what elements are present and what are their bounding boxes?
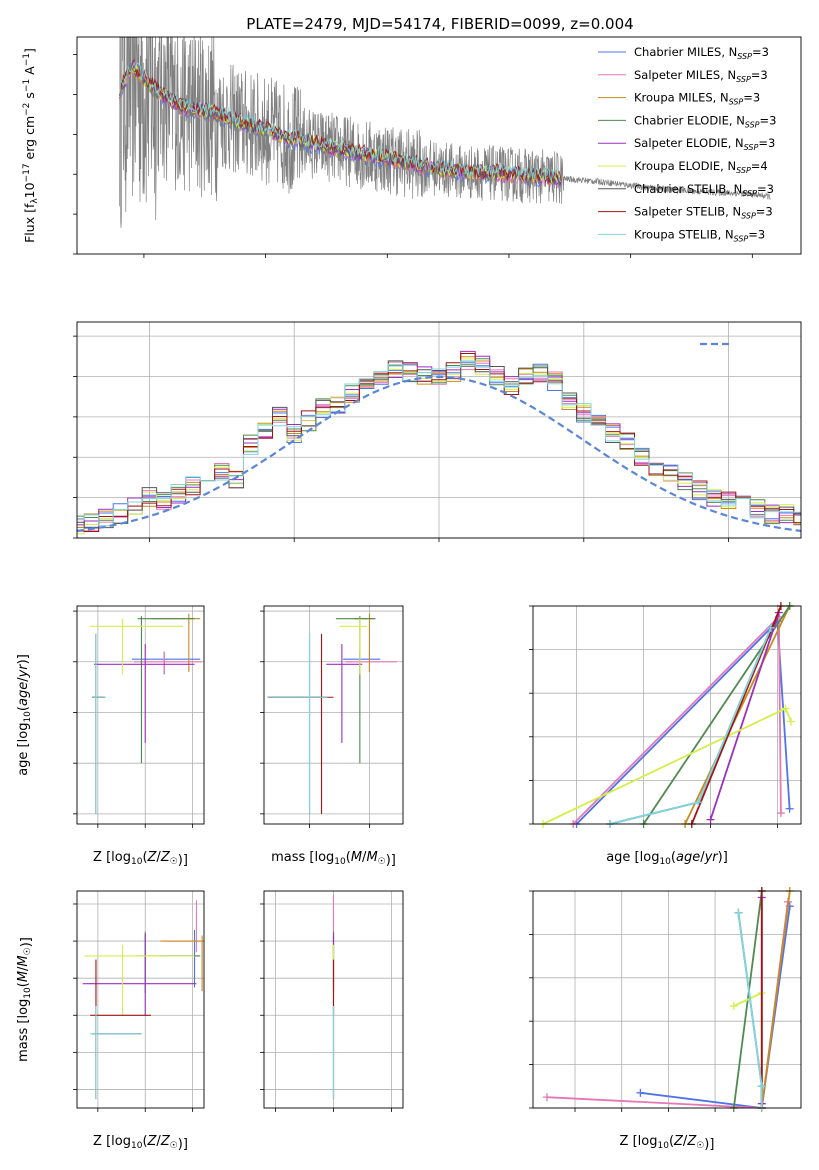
axes-frame	[532, 890, 802, 1109]
mass-weight-vs-metallicity-panel: Z [log10(Z/Z☉)]	[529, 887, 802, 1152]
errorbar-plot-area	[267, 613, 398, 814]
legend-entry: Chabrier MILES, NSSP=3	[634, 45, 769, 61]
age-vs-metallicity-panel: Z [log10(Z/Z☉)] age [log10(age/yr)]	[16, 605, 205, 868]
mass-weight-line	[609, 627, 772, 825]
errorbar-plot-area	[82, 900, 204, 1099]
normal-distribution-curve	[77, 375, 801, 532]
residual-histogram	[77, 360, 801, 529]
residual-histogram	[77, 360, 801, 527]
legend-entry: Salpeter ELODIE, NSSP=3	[634, 136, 775, 152]
residual-histogram	[77, 350, 801, 526]
residual-histogram	[77, 361, 801, 531]
figure-title: PLATE=2479, MJD=54174, FIBERID=0099, z=0…	[246, 15, 633, 33]
axes-frame	[532, 605, 802, 825]
legend-entry: Kroupa ELODIE, NSSP=4	[634, 159, 768, 175]
residual-histogram-panel	[73, 321, 802, 542]
y-axis-label: mass [log10(M/M☉)]	[16, 937, 34, 1062]
residual-histogram	[77, 361, 801, 532]
axes-frame	[76, 321, 802, 539]
residual-histogram	[77, 358, 801, 525]
histogram-plot-area	[77, 350, 801, 535]
mass-weight-line	[684, 605, 791, 825]
legend-entry: Kroupa STELIB, NSSP=3	[634, 227, 765, 243]
residual-histogram	[77, 356, 801, 528]
y-axis-label: Flux [fλ10−17 erg cm−2 s−1 A−1]	[22, 48, 40, 243]
x-axis-label: age [log10(age/yr)]	[606, 850, 728, 867]
mass-weight-line	[690, 605, 782, 825]
x-axis-label: Z [log10(Z/Z☉)]	[620, 1134, 715, 1152]
y-axis-label: age [log10(age/yr)]	[16, 654, 33, 776]
axes-frame	[263, 890, 404, 1109]
mass-weight-line	[737, 912, 763, 1108]
axes-frame	[76, 605, 205, 825]
age-vs-mass-panel: mass [log10(M/M☉)]	[260, 605, 404, 868]
mass-weight-line	[542, 707, 792, 825]
mass-weight-vs-age-panel: age [log10(age/yr)]	[529, 602, 802, 867]
residual-histogram	[77, 358, 801, 535]
spectrum-plot-area	[119, 37, 771, 228]
weight-plot-area	[539, 602, 795, 828]
mass-weight-line	[709, 612, 780, 820]
mass-vs-metallicity-panel: Z [log10(Z/Z☉)] mass [log10(M/M☉)]	[16, 890, 205, 1152]
axes-frame	[76, 890, 205, 1109]
mass-weight-line	[609, 627, 772, 825]
residual-histogram	[77, 353, 801, 532]
x-axis-label: mass [log10(M/M☉)]	[271, 850, 396, 868]
legend-entry: Kroupa MILES, NSSP=3	[634, 91, 760, 107]
mass-vs-ebv-panel	[260, 890, 404, 1112]
mass-weight-line	[760, 890, 791, 1109]
errorbar-plot-area	[90, 613, 203, 814]
x-axis-label: Z [log10(Z/Z☉)]	[93, 850, 188, 868]
model-spectrum-line	[119, 60, 562, 183]
legend-entry: Salpeter STELIB, NSSP=3	[634, 205, 773, 221]
spectrum-panel: Chabrier MILES, NSSP=3 Salpeter MILES, NS…	[22, 36, 802, 258]
legend-entry: Chabrier ELODIE, NSSP=3	[634, 113, 776, 129]
axes-frame	[76, 36, 802, 255]
x-axis-label: Z [log10(Z/Z☉)]	[93, 1134, 188, 1152]
axes-frame	[263, 605, 404, 825]
legend-entry: Chabrier STELIB, NSSP=3	[634, 182, 774, 198]
mass-weight-line	[546, 901, 789, 1109]
mass-weight-line	[572, 614, 782, 825]
legend-entry: Salpeter MILES, NSSP=3	[634, 68, 768, 84]
